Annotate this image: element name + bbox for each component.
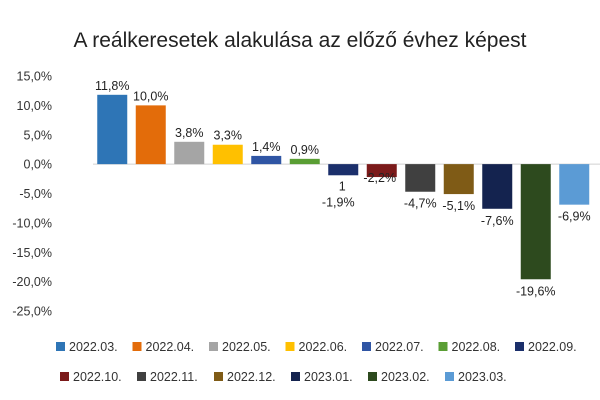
legend-label: 2023.01. [304, 370, 353, 384]
y-tick-label: -20,0% [12, 275, 52, 289]
legend-label: 2022.05. [222, 340, 271, 354]
legend-item: 2022.10. [60, 370, 122, 384]
legend-label: 2022.04. [146, 340, 195, 354]
legend-item: 2022.11. [137, 370, 198, 384]
y-tick-label: -5,0% [19, 187, 52, 201]
bar [328, 164, 359, 176]
annotation-label: 1 [339, 179, 346, 193]
bar [366, 164, 397, 178]
data-label: 1,4% [252, 140, 281, 154]
bar [443, 164, 474, 195]
y-tick-label: 10,0% [17, 99, 52, 113]
data-label: -6,9% [558, 210, 591, 224]
bar [559, 164, 590, 205]
bar [97, 94, 128, 165]
bars [97, 94, 590, 280]
legend-swatch [515, 342, 524, 351]
data-label: -1,9% [322, 195, 355, 209]
legend-item: 2022.08. [438, 340, 501, 354]
bar [174, 141, 205, 165]
data-label: -19,6% [516, 284, 556, 298]
legend-label: 2022.06. [299, 340, 348, 354]
legend-label: 2022.08. [452, 340, 501, 354]
legend-swatch [445, 372, 454, 381]
legend-item: 2022.04. [132, 340, 195, 354]
legend-swatch [368, 372, 377, 381]
legend-swatch [438, 342, 448, 351]
y-tick-label: 0,0% [24, 158, 53, 172]
bar [289, 158, 320, 165]
legend-item: 2022.07. [362, 340, 424, 354]
legend-item: 2022.06. [285, 340, 348, 354]
data-label: 3,3% [214, 129, 243, 143]
legend-label: 2022.11. [150, 370, 198, 384]
bar [482, 164, 513, 209]
legend-item: 2022.12. [214, 370, 276, 384]
data-label: -5,1% [442, 199, 475, 213]
y-tick-label: -10,0% [12, 216, 52, 230]
legend-item: 2022.09. [515, 340, 577, 354]
legend-label: 2022.07. [375, 340, 424, 354]
data-label: 10,0% [133, 89, 168, 103]
bar [520, 164, 551, 280]
legend-swatch [60, 372, 69, 381]
legend-swatch [285, 342, 295, 351]
bar [212, 144, 243, 165]
legend-swatch [291, 372, 300, 381]
y-tick-label: 5,0% [24, 128, 53, 142]
y-tick-label: -15,0% [12, 246, 52, 260]
legend-item: 2023.03. [445, 370, 507, 384]
legend-swatch [132, 342, 142, 351]
legend-label: 2023.03. [458, 370, 507, 384]
y-tick-label: 15,0% [17, 70, 52, 84]
y-axis: 15,0% 10,0% 5,0% 0,0% -5,0% -10,0% -15,0% -20,0… [12, 70, 600, 319]
legend-item: 2022.05. [209, 340, 271, 354]
data-label: -7,6% [481, 214, 514, 228]
legend-swatch [209, 342, 218, 351]
bar [405, 164, 436, 192]
legend-label: 2022.12. [227, 370, 276, 384]
legend-item: 2022.03. [56, 340, 118, 354]
legend-label: 2022.09. [528, 340, 577, 354]
legend-label: 2022.03. [69, 340, 118, 354]
bar [251, 155, 282, 165]
chart-title: A reálkeresetek alakulása az előző évhez… [74, 29, 527, 52]
legend-item: 2023.02. [368, 370, 430, 384]
data-label: 3,8% [175, 126, 204, 140]
legend-swatch [362, 342, 371, 351]
y-tick-label: -25,0% [12, 305, 52, 319]
legend-label: 2022.10. [73, 370, 122, 384]
data-label: -4,7% [404, 197, 437, 211]
data-labels: 11,8%10,0% 3,8% 3,3% 1,4% 0,9% -1,9% -2,2% -4,7… [95, 79, 591, 298]
legend-item: 2023.01. [291, 370, 353, 384]
data-label: -2,2% [363, 171, 396, 185]
legend-swatch [214, 372, 223, 381]
legend-swatch [56, 342, 65, 351]
legend-swatch [137, 372, 146, 381]
legend: 2022.03. 2022.04. 2022.05. 2022.06. 2022.07.… [56, 340, 577, 384]
data-label: 11,8% [95, 79, 130, 93]
bar [135, 105, 166, 165]
legend-label: 2023.02. [381, 370, 430, 384]
data-label: 0,9% [291, 143, 320, 157]
